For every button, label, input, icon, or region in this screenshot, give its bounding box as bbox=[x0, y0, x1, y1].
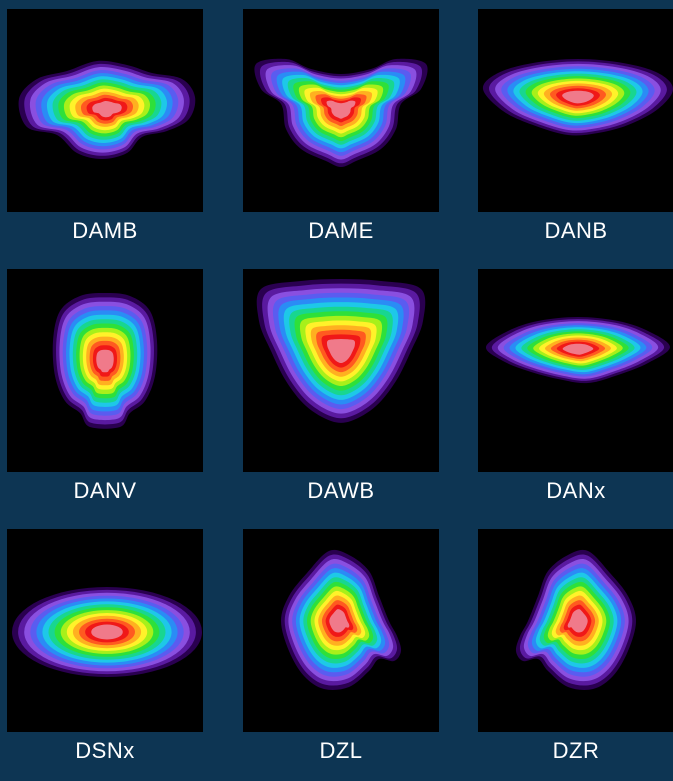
panel-danb: DANB bbox=[478, 9, 673, 261]
panel-label: DSNx bbox=[75, 738, 135, 763]
contour-plot-svg bbox=[482, 59, 673, 136]
contour-level bbox=[91, 624, 123, 640]
panel-damb: DAMB bbox=[7, 9, 203, 261]
contour-plot bbox=[7, 529, 203, 732]
panel-label: DANx bbox=[546, 478, 606, 503]
contour-plot-svg bbox=[12, 587, 202, 677]
contour-plot bbox=[7, 269, 203, 472]
contour-plot bbox=[243, 529, 439, 732]
panel-dawb: DAWB bbox=[243, 269, 439, 521]
panel-label: DZL bbox=[319, 738, 363, 763]
contour-plot-svg bbox=[18, 60, 196, 159]
panel-label: DANB bbox=[544, 218, 608, 243]
contour-plot bbox=[243, 269, 439, 472]
contour-level bbox=[326, 100, 356, 119]
panel-danx: DANx bbox=[478, 269, 673, 521]
contour-level bbox=[92, 100, 122, 118]
contour-plot-grid: DAMB DAME DANB DANV DAWB DANx DSNx DZL DZR bbox=[7, 9, 673, 763]
contour-plot-svg bbox=[256, 279, 426, 423]
contour-plot-svg bbox=[52, 293, 158, 429]
panel-danv: DANV bbox=[7, 269, 203, 521]
contour-level bbox=[567, 609, 588, 633]
panel-label: DAME bbox=[308, 218, 374, 243]
contour-plot bbox=[478, 9, 673, 212]
panel-label: DAWB bbox=[307, 478, 375, 503]
contour-plot bbox=[478, 529, 673, 732]
contour-plot-svg bbox=[515, 549, 636, 690]
panel-dame: DAME bbox=[243, 9, 439, 261]
panel-label: DANV bbox=[73, 478, 137, 503]
contour-level bbox=[96, 349, 114, 373]
contour-plot bbox=[478, 269, 673, 472]
panel-dzl: DZL bbox=[243, 529, 439, 781]
contour-plot bbox=[243, 9, 439, 212]
contour-plot bbox=[7, 9, 203, 212]
contour-plot-svg bbox=[485, 317, 670, 384]
panel-label: DAMB bbox=[72, 218, 138, 243]
contour-plot-svg bbox=[254, 58, 428, 167]
contour-level bbox=[562, 90, 594, 104]
contour-plot-svg bbox=[281, 549, 402, 690]
panel-label: DZR bbox=[552, 738, 600, 763]
panel-dsnx: DSNx bbox=[7, 529, 203, 781]
contour-level bbox=[329, 609, 350, 633]
contour-level bbox=[562, 343, 594, 355]
panel-dzr: DZR bbox=[478, 529, 673, 781]
contour-level bbox=[326, 339, 356, 363]
